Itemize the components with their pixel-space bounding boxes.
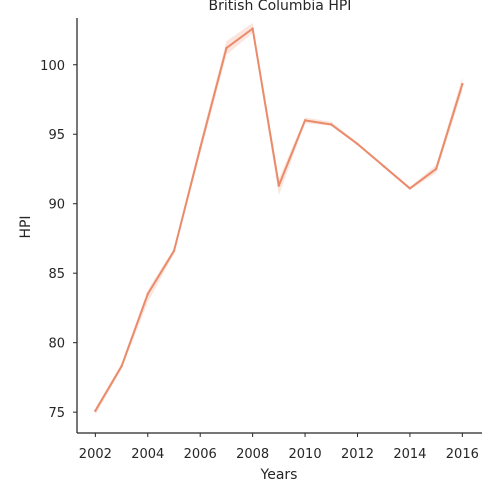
y-tick-label: 75 <box>48 406 65 421</box>
y-axis-label: HPI <box>18 215 34 238</box>
x-tick-label: 2008 <box>236 447 269 462</box>
data-point <box>120 365 122 367</box>
data-point <box>251 27 253 29</box>
data-point <box>330 123 332 125</box>
data-point <box>278 184 280 186</box>
data-point <box>94 410 96 412</box>
y-tick-label: 85 <box>48 267 65 282</box>
data-point <box>173 250 175 252</box>
data-point <box>435 168 437 170</box>
data-point <box>356 143 358 145</box>
x-tick-label: 2010 <box>289 447 322 462</box>
x-axis-label: Years <box>260 467 298 483</box>
series-line <box>95 29 462 411</box>
x-tick-label: 2014 <box>393 447 426 462</box>
data-point <box>409 187 411 189</box>
y-tick-label: 90 <box>48 198 65 213</box>
x-tick-label: 2002 <box>79 447 112 462</box>
x-tick-label: 2004 <box>131 447 164 462</box>
y-axis-ticks: 75 80 85 90 95 100 <box>40 59 77 421</box>
x-tick-label: 2006 <box>184 447 217 462</box>
y-tick-label: 100 <box>40 59 65 74</box>
plot-area <box>94 23 463 415</box>
x-tick-label: 2016 <box>446 447 479 462</box>
data-point <box>147 293 149 295</box>
data-point <box>461 83 463 85</box>
x-tick-label: 2012 <box>341 447 374 462</box>
y-tick-label: 95 <box>48 128 65 143</box>
confidence-band <box>95 23 462 415</box>
y-tick-label: 80 <box>48 337 65 352</box>
data-point <box>199 147 201 149</box>
data-point <box>304 119 306 121</box>
chart-title: British Columbia HPI <box>209 0 352 14</box>
data-point <box>225 47 227 49</box>
data-point <box>383 165 385 167</box>
x-axis-ticks: 2002 2004 2006 2008 2010 2012 2014 2016 <box>79 433 479 462</box>
